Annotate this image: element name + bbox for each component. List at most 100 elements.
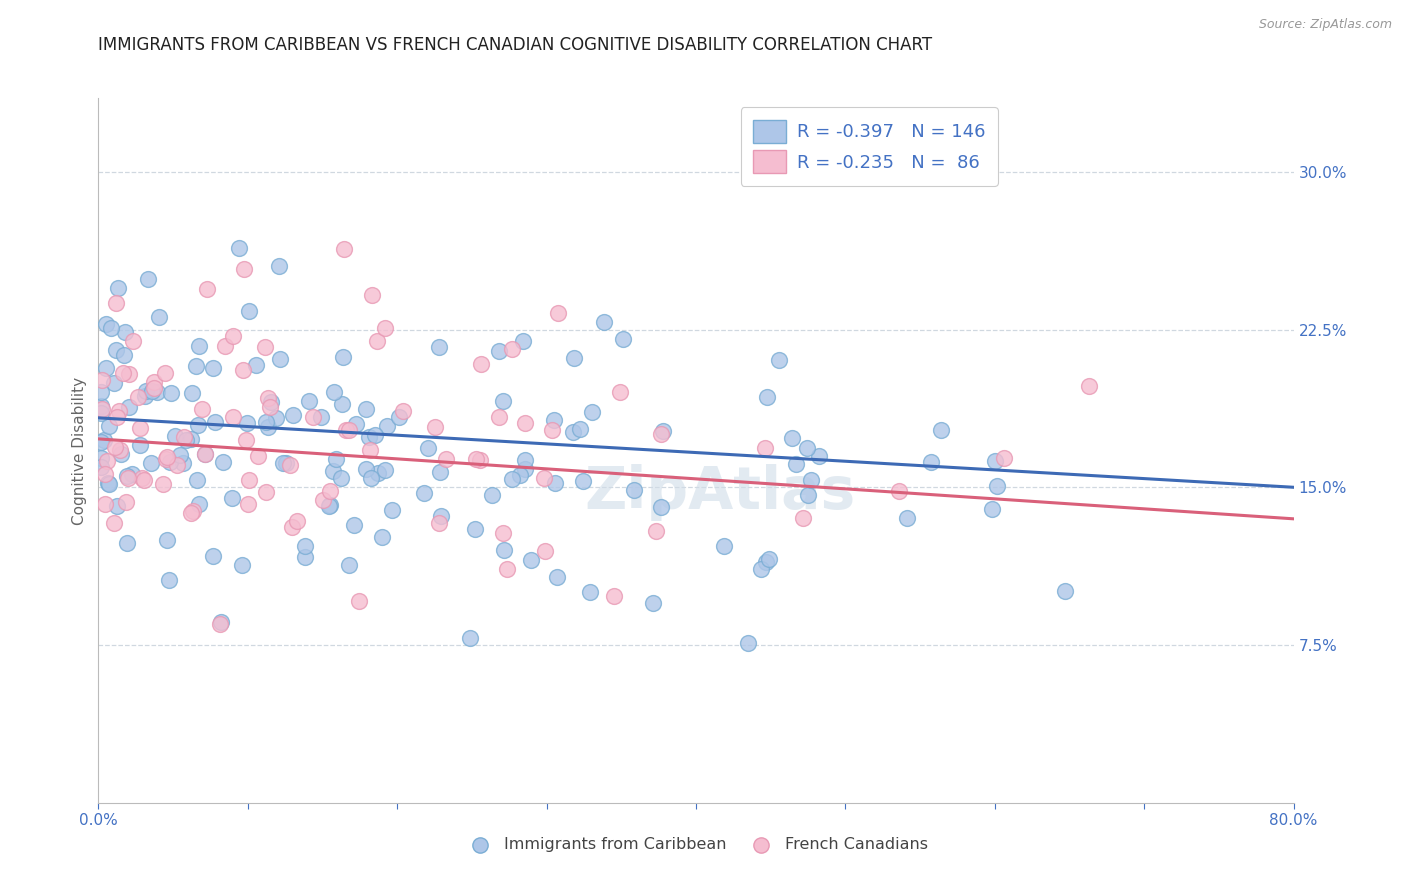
Point	[318, 500, 340, 514]
Point	[470, 357, 492, 371]
Point	[366, 334, 388, 348]
Point	[579, 585, 602, 599]
Point	[152, 477, 174, 491]
Point	[488, 344, 510, 359]
Point	[134, 389, 156, 403]
Point	[343, 517, 366, 532]
Point	[214, 338, 236, 352]
Point	[488, 409, 510, 424]
Point	[188, 497, 211, 511]
Point	[131, 471, 153, 485]
Point	[920, 455, 942, 469]
Point	[180, 506, 202, 520]
Point	[481, 488, 503, 502]
Point	[107, 281, 129, 295]
Point	[269, 259, 291, 273]
Point	[201, 549, 224, 563]
Point	[429, 465, 451, 479]
Point	[232, 363, 254, 377]
Point	[412, 486, 434, 500]
Point	[782, 431, 804, 445]
Point	[166, 458, 188, 473]
Point	[231, 558, 253, 572]
Point	[165, 429, 187, 443]
Point	[533, 471, 555, 485]
Point	[520, 553, 543, 567]
Point	[429, 508, 451, 523]
Point	[285, 514, 308, 528]
Point	[354, 462, 377, 476]
Point	[319, 498, 342, 512]
Point	[808, 449, 831, 463]
Point	[541, 423, 564, 437]
Point	[257, 420, 280, 434]
Point	[259, 400, 281, 414]
Point	[374, 463, 396, 477]
Point	[756, 390, 779, 404]
Point	[322, 385, 344, 400]
Legend: Immigrants from Caribbean, French Canadians: Immigrants from Caribbean, French Canadi…	[457, 830, 935, 858]
Point	[547, 306, 569, 320]
Point	[202, 361, 225, 376]
Point	[141, 384, 163, 399]
Point	[371, 530, 394, 544]
Point	[111, 367, 134, 381]
Point	[180, 432, 202, 446]
Point	[427, 516, 450, 531]
Point	[232, 262, 254, 277]
Point	[169, 448, 191, 462]
Point	[90, 434, 112, 449]
Point	[768, 352, 790, 367]
Point	[800, 473, 823, 487]
Point	[534, 544, 557, 558]
Point	[468, 453, 491, 467]
Point	[513, 462, 536, 476]
Point	[344, 417, 367, 431]
Point	[349, 594, 371, 608]
Point	[983, 454, 1005, 468]
Point	[146, 384, 169, 399]
Point	[391, 404, 413, 418]
Point	[235, 434, 257, 448]
Point	[134, 474, 156, 488]
Point	[90, 384, 112, 399]
Point	[103, 516, 125, 531]
Point	[325, 452, 347, 467]
Point	[108, 443, 131, 458]
Point	[509, 468, 531, 483]
Point	[114, 325, 136, 339]
Point	[142, 381, 165, 395]
Point	[156, 450, 179, 464]
Point	[122, 334, 145, 348]
Point	[112, 349, 135, 363]
Point	[359, 430, 381, 444]
Point	[374, 320, 396, 334]
Point	[128, 437, 150, 451]
Point	[1077, 379, 1099, 393]
Point	[257, 391, 280, 405]
Point	[238, 304, 260, 318]
Point	[758, 552, 780, 566]
Point	[612, 332, 634, 346]
Point	[501, 342, 523, 356]
Point	[494, 543, 516, 558]
Point	[367, 467, 389, 481]
Point	[211, 455, 233, 469]
Point	[650, 426, 672, 441]
Point	[271, 456, 294, 470]
Point	[98, 419, 121, 434]
Point	[650, 500, 672, 514]
Point	[180, 386, 202, 401]
Point	[335, 423, 357, 437]
Point	[603, 589, 626, 603]
Point	[562, 351, 585, 366]
Point	[174, 433, 197, 447]
Point	[332, 350, 354, 364]
Point	[513, 453, 536, 467]
Point	[98, 477, 121, 491]
Point	[127, 390, 149, 404]
Point	[464, 451, 486, 466]
Text: Source: ZipAtlas.com: Source: ZipAtlas.com	[1258, 18, 1392, 31]
Point	[264, 411, 287, 425]
Point	[153, 366, 176, 380]
